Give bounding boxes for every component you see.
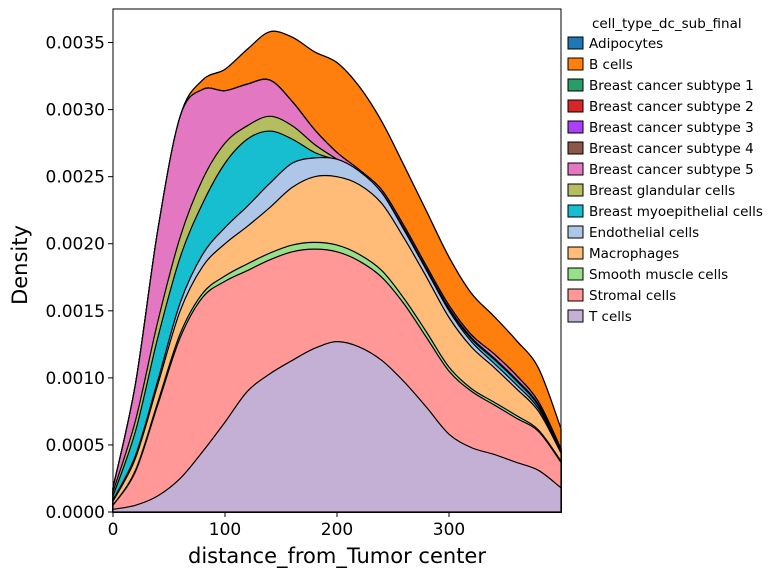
legend-label: Breast myoepithelial cells (589, 204, 763, 220)
y-tick-label: 0.0010 (46, 369, 105, 389)
x-axis-title: distance_from_Tumor center (188, 544, 486, 569)
legend-swatch (567, 267, 584, 281)
legend-item: Breast myoepithelial cells (567, 204, 763, 220)
legend-label: Adipocytes (589, 36, 663, 52)
legend-title: cell_type_dc_sub_final (592, 16, 742, 32)
legend-item: Breast cancer subtype 1 (567, 78, 754, 94)
x-tick-label: 300 (433, 520, 465, 540)
legend-label: Breast cancer subtype 4 (589, 141, 754, 157)
y-tick-label: 0.0035 (46, 34, 105, 54)
legend-label: Breast cancer subtype 2 (589, 99, 754, 115)
legend-item: Macrophages (567, 246, 679, 262)
y-tick-label: 0.0000 (46, 503, 105, 523)
legend-item: Endothelial cells (567, 225, 699, 241)
legend-item: Breast glandular cells (567, 183, 735, 199)
x-tick-label: 100 (209, 520, 241, 540)
legend-swatch (567, 309, 584, 323)
y-tick-label: 0.0020 (46, 235, 105, 255)
legend-label: Endothelial cells (589, 225, 699, 241)
legend-swatch (567, 36, 584, 50)
legend-label: Stromal cells (589, 288, 676, 304)
x-tick-label: 200 (321, 520, 353, 540)
y-tick-label: 0.0015 (46, 302, 105, 322)
legend-swatch (567, 99, 584, 113)
legend-swatch (567, 162, 584, 176)
legend: cell_type_dc_sub_final Adipocytes B cells… (567, 16, 763, 325)
y-tick-label: 0.0025 (46, 168, 105, 188)
legend-label: T cells (588, 309, 632, 325)
legend-item: T cells (567, 309, 632, 325)
legend-swatch (567, 57, 584, 71)
legend-label: Breast glandular cells (589, 183, 735, 199)
legend-swatch (567, 288, 584, 302)
legend-item: Breast cancer subtype 3 (567, 120, 754, 136)
legend-swatch (567, 204, 584, 218)
legend-item: Smooth muscle cells (567, 267, 728, 283)
legend-label: Breast cancer subtype 1 (589, 78, 754, 94)
legend-item: B cells (567, 57, 633, 73)
legend-label: Smooth muscle cells (589, 267, 728, 283)
legend-swatch (567, 225, 584, 239)
legend-swatch (567, 141, 584, 155)
x-axis: 0 100 200 300 (108, 512, 465, 540)
legend-label: B cells (589, 57, 633, 73)
legend-swatch (567, 246, 584, 260)
legend-item: Breast cancer subtype 4 (567, 141, 754, 157)
legend-item: Breast cancer subtype 2 (567, 99, 754, 115)
x-tick-label: 0 (108, 520, 119, 540)
legend-label: Breast cancer subtype 5 (589, 162, 754, 178)
area-t-cells (112, 341, 562, 513)
legend-label: Breast cancer subtype 3 (589, 120, 754, 136)
legend-item: Breast cancer subtype 5 (567, 162, 754, 178)
legend-swatch (567, 120, 584, 134)
y-tick-label: 0.0030 (46, 101, 105, 121)
legend-item: Adipocytes (567, 36, 663, 52)
legend-items: Adipocytes B cells Breast cancer subtype 1… (567, 36, 763, 325)
legend-label: Macrophages (589, 246, 679, 262)
legend-swatch (567, 183, 584, 197)
y-axis: 0.0000 0.0005 0.0010 0.0015 0.0020 0.0025 0.00… (46, 34, 113, 523)
legend-item: Stromal cells (567, 288, 676, 304)
area-layers (112, 30, 562, 513)
y-tick-label: 0.0005 (46, 436, 105, 456)
y-axis-title: Density (8, 225, 32, 305)
legend-swatch (567, 78, 584, 92)
